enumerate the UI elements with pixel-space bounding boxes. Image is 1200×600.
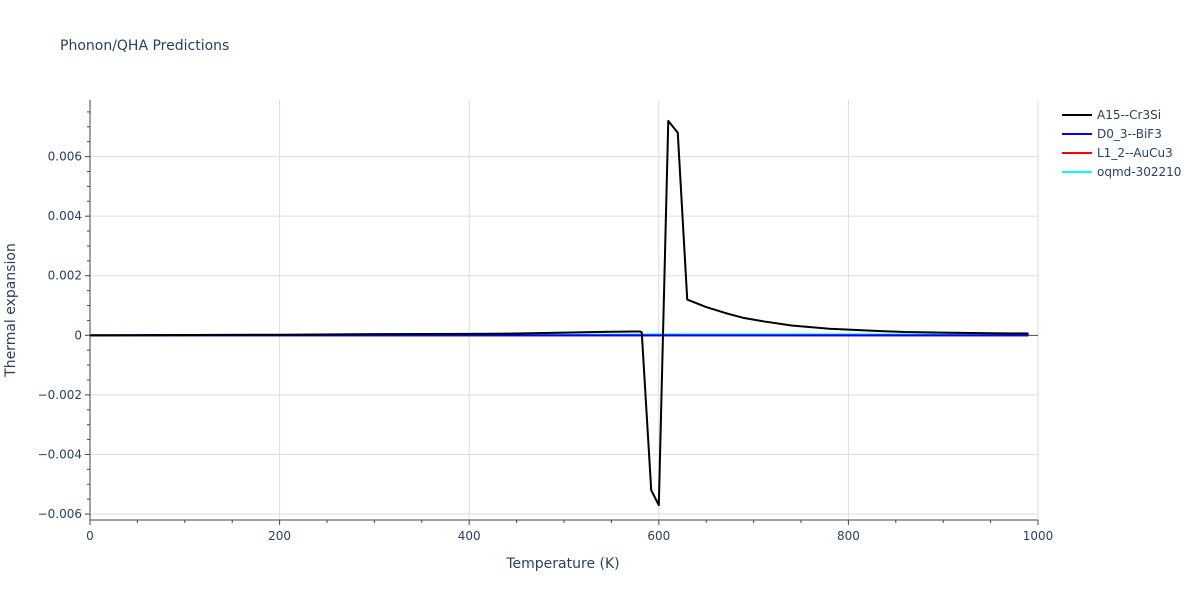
x-tick-label: 200 bbox=[268, 529, 291, 543]
grid bbox=[90, 100, 1039, 520]
legend-label: oqmd-302210 bbox=[1097, 165, 1181, 179]
y-tick-label: 0 bbox=[74, 328, 82, 342]
legend-item[interactable]: A15--Cr3Si bbox=[1062, 108, 1161, 122]
legend-item[interactable]: oqmd-302210 bbox=[1062, 165, 1181, 179]
y-axis-title: Thermal expansion bbox=[3, 243, 19, 378]
y-tick-label: −0.004 bbox=[38, 447, 82, 461]
series-area bbox=[89, 119, 1029, 507]
x-tick-label: 0 bbox=[86, 529, 94, 543]
x-tick-label: 800 bbox=[837, 529, 860, 543]
x-tick-label: 400 bbox=[458, 529, 481, 543]
legend-item[interactable]: D0_3--BiF3 bbox=[1062, 127, 1162, 141]
y-tick-label: −0.002 bbox=[38, 388, 82, 402]
legend-label: D0_3--BiF3 bbox=[1097, 127, 1162, 141]
legend-item[interactable]: L1_2--AuCu3 bbox=[1062, 146, 1173, 160]
legend-label: L1_2--AuCu3 bbox=[1097, 146, 1173, 160]
x-tick-label: 1000 bbox=[1023, 529, 1054, 543]
y-tick-label: 0.002 bbox=[48, 269, 82, 283]
y-tick-label: 0.004 bbox=[48, 209, 82, 223]
legend[interactable]: A15--Cr3Si D0_3--BiF3 L1_2--AuCu3 oqmd-3022… bbox=[1062, 108, 1181, 179]
y-tick-label: −0.006 bbox=[38, 507, 82, 521]
legend-label: A15--Cr3Si bbox=[1097, 108, 1161, 122]
x-axis-title: Temperature (K) bbox=[505, 556, 619, 572]
chart-title: Phonon/QHA Predictions bbox=[60, 38, 229, 54]
axes: 0 200 400 600 800 1000 −0.006 −0.004 −0.002 0 0.00… bbox=[38, 100, 1054, 543]
x-tick-label: 600 bbox=[647, 529, 670, 543]
y-tick-label: 0.006 bbox=[48, 150, 82, 164]
series-line-a15-cr3si bbox=[89, 119, 1029, 507]
